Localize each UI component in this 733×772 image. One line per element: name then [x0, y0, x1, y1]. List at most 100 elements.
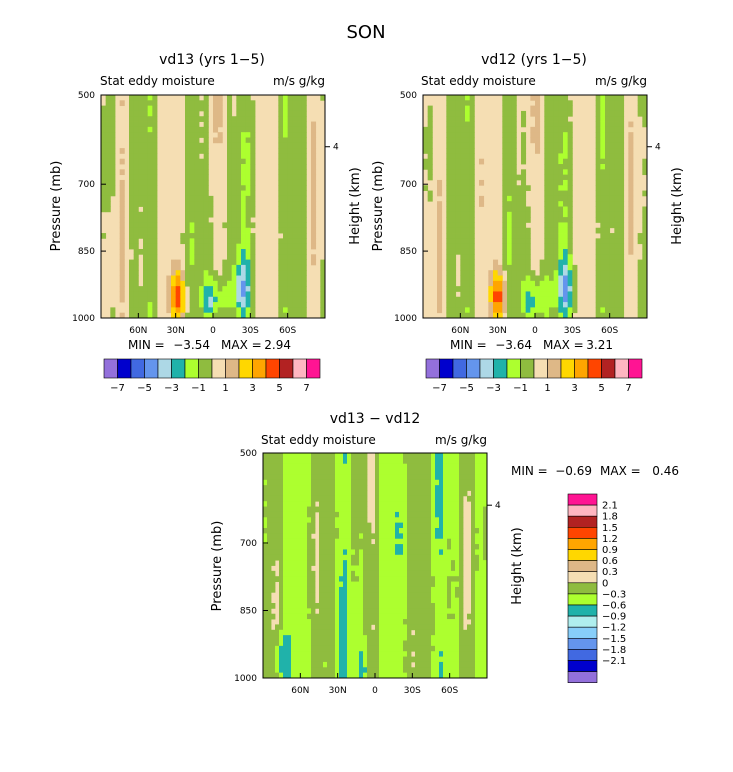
colorbar-swatch	[601, 358, 616, 379]
y-ticks: 500 700 850 1000	[234, 449, 268, 684]
colorbar-swatch	[567, 504, 598, 517]
page-title: SON	[346, 22, 385, 43]
panel-subtitle-right: m/s g/kg	[595, 74, 647, 88]
contour-field	[101, 95, 326, 319]
colorbar-label: −5	[459, 383, 474, 394]
y-tick-label: 700	[78, 180, 95, 190]
colorbar-label: −0.6	[602, 601, 626, 612]
max-label: MAX =	[221, 338, 262, 352]
colorbar-swatch	[567, 538, 598, 550]
colorbar-swatch	[184, 358, 199, 379]
x-tick-label: 30S	[242, 326, 259, 336]
colorbar-label: −1.5	[602, 634, 626, 645]
colorbar-label: 1	[222, 383, 228, 394]
y-tick-label: 500	[240, 449, 257, 459]
colorbar-label: 7	[625, 383, 631, 394]
y2-tick-label: 4	[655, 143, 661, 153]
colorbar-swatch	[567, 626, 598, 639]
y2-tick-label: 4	[495, 501, 501, 511]
colorbar-label: −1	[513, 383, 528, 394]
panel-subtitle-left: Stat eddy moisture	[261, 433, 376, 447]
x-tick-label: 0	[372, 686, 378, 696]
x-tick-label: 60N	[129, 326, 147, 336]
panel-subtitle-right: m/s g/kg	[435, 433, 487, 447]
x-tick-label: 30N	[489, 326, 507, 336]
colorbar-swatch	[279, 358, 294, 379]
x-tick-label: 60S	[601, 326, 618, 336]
colorbar-label: 7	[303, 383, 309, 394]
colorbar: −7 −5 −3 −1 1 3 5 7	[103, 358, 321, 394]
x-tick-label: 60N	[291, 686, 309, 696]
colorbar-swatch	[547, 358, 562, 379]
y-tick-label: 1000	[394, 314, 417, 324]
colorbar-swatch	[567, 549, 598, 561]
max-label: MAX =	[543, 338, 584, 352]
colorbar-swatch	[493, 358, 508, 379]
colorbar-swatch	[452, 358, 467, 379]
colorbar-swatch	[567, 637, 598, 650]
y2-ticks: 4	[325, 143, 339, 153]
colorbar-swatch	[506, 358, 521, 379]
contour-field	[263, 453, 488, 679]
colorbar-swatch	[567, 571, 598, 584]
max-value: 2.94	[264, 338, 291, 352]
colorbar-swatch	[306, 358, 321, 379]
colorbar-swatch	[567, 493, 598, 506]
x-tick-label: 60N	[451, 326, 469, 336]
x-ticks: 60N 30N 0 30S 60S	[291, 673, 459, 696]
colorbar-swatch	[211, 358, 226, 379]
colorbar-label: 1.5	[602, 523, 618, 534]
panel-title: vd12 (yrs 1−5)	[481, 52, 587, 68]
max-value: 0.46	[652, 464, 679, 478]
colorbar-label: −0.9	[602, 612, 626, 623]
min-value: −3.54	[173, 338, 210, 352]
colorbar-swatch	[567, 515, 598, 528]
colorbar-label: 1	[544, 383, 550, 394]
colorbar-swatch	[567, 560, 598, 572]
panel-title: vd13 − vd12	[330, 411, 421, 427]
colorbar-swatch	[533, 358, 548, 379]
contour-field	[423, 95, 648, 319]
colorbar-swatch	[567, 671, 598, 683]
y-tick-label: 850	[78, 247, 95, 257]
colorbar-swatch	[560, 358, 575, 379]
colorbar-label: −1	[191, 383, 206, 394]
x-tick-label: 30N	[329, 686, 347, 696]
x-ticks: 60N 30N 0 30S 60S	[451, 313, 619, 336]
y-tick-label: 700	[400, 180, 417, 190]
panel-vd13: vd13 (yrs 1−5) Stat eddy moisture m/s g/…	[49, 52, 363, 394]
y2-ticks: 4	[487, 501, 501, 511]
y-tick-label: 1000	[234, 674, 257, 684]
x-tick-label: 30S	[404, 686, 421, 696]
colorbar-swatch	[567, 593, 598, 606]
colorbar-label: 0	[602, 578, 608, 589]
max-value: 3.21	[586, 338, 613, 352]
panel-vd12: vd12 (yrs 1−5) Stat eddy moisture m/s g/…	[371, 52, 685, 394]
colorbar-label: 0.9	[602, 545, 618, 556]
x-tick-label: 30S	[564, 326, 581, 336]
colorbar-swatch	[238, 358, 253, 379]
y2-axis-label: Height (km)	[670, 167, 685, 244]
colorbar-label: −2.1	[602, 656, 626, 667]
panel-difference: vd13 − vd12 Stat eddy moisture m/s g/kg …	[210, 411, 679, 696]
y2-tick-label: 4	[333, 143, 339, 153]
min-label: MIN =	[128, 338, 165, 352]
y-tick-label: 850	[240, 607, 257, 617]
colorbar-swatch	[567, 660, 598, 672]
colorbar-label: −1.2	[602, 623, 626, 634]
panel-subtitle-left: Stat eddy moisture	[421, 74, 536, 88]
colorbar-swatch	[520, 358, 535, 379]
x-tick-label: 60S	[279, 326, 296, 336]
colorbar-label: 5	[276, 383, 282, 394]
max-label: MAX =	[600, 464, 641, 478]
colorbar-vertical: 2.11.81.51.20.90.60.30−0.3−0.6−0.9−1.2−1…	[567, 493, 626, 683]
colorbar-swatch	[157, 358, 172, 379]
y-tick-label: 1000	[72, 314, 95, 324]
colorbar-label: 3	[571, 383, 577, 394]
colorbar-swatch	[628, 358, 643, 379]
colorbar-swatch	[567, 526, 598, 539]
colorbar-swatch	[103, 358, 118, 379]
y2-ticks: 4	[647, 143, 661, 153]
y2-axis-label: Height (km)	[510, 527, 525, 604]
